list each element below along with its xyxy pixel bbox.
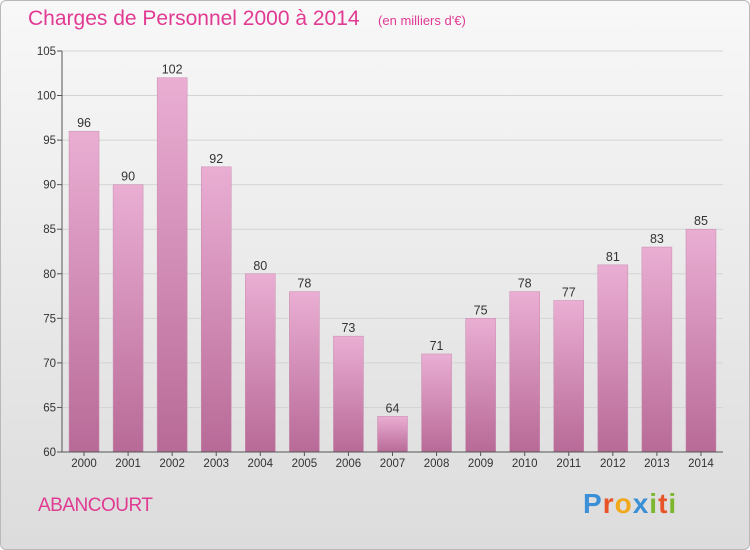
x-tick-label-2005: 2005 (292, 458, 318, 470)
x-tick-label-2003: 2003 (203, 458, 229, 470)
y-tick-label: 80 (43, 269, 56, 281)
y-tick-label: 90 (43, 180, 56, 192)
bar-2011 (553, 300, 585, 453)
x-tick-label-2007: 2007 (380, 458, 406, 470)
bar-2005 (289, 291, 320, 453)
y-tick-labels: 60 65 70 75 80 85 90 95 100 105 (37, 46, 56, 459)
bar-2004 (245, 273, 276, 453)
bar-2002 (156, 77, 188, 453)
bar-2009 (465, 318, 496, 453)
y-tick-label: 85 (43, 224, 56, 236)
bar-2014 (685, 228, 717, 453)
x-tick-label-2010: 2010 (512, 458, 538, 470)
chart-title-main: Charges de Personnel 2000 à 2014 (28, 7, 360, 30)
chart-title: Charges de Personnel 2000 à 2014 (en mil… (28, 7, 466, 31)
bar-2013 (641, 246, 673, 453)
y-tick-label: 65 (43, 402, 56, 414)
data-label-2003: 92 (209, 152, 223, 166)
data-label-2005: 78 (297, 277, 311, 291)
data-label-2014: 85 (694, 214, 708, 228)
proxiti-logo: Proxiti (583, 488, 677, 520)
data-label-2001: 90 (121, 170, 135, 184)
data-label-2010: 78 (518, 277, 532, 291)
data-label-2002: 102 (162, 63, 183, 77)
y-tick-label: 95 (43, 135, 56, 147)
data-label-2013: 83 (650, 232, 664, 246)
bar-2000 (68, 130, 100, 453)
x-tick-label-2008: 2008 (424, 458, 450, 470)
x-tick-label-2012: 2012 (600, 458, 626, 470)
x-tick-label-2001: 2001 (115, 458, 141, 470)
x-tick-label-2009: 2009 (468, 458, 494, 470)
data-label-2009: 75 (474, 303, 488, 317)
logo-letter: r (602, 488, 615, 519)
logo-letter: x (632, 488, 650, 519)
bar-2012 (597, 264, 629, 453)
x-tick-label-2006: 2006 (336, 458, 362, 470)
logo-letter: i (649, 488, 659, 519)
x-tick-label-2011: 2011 (556, 458, 581, 470)
bar-2003 (200, 166, 232, 453)
y-tick-label: 60 (43, 447, 56, 459)
y-tick-label: 75 (43, 313, 56, 325)
x-tick-label-2014: 2014 (688, 458, 714, 470)
data-label-2012: 81 (606, 250, 620, 264)
y-tick-label: 105 (37, 46, 56, 58)
data-label-2006: 73 (341, 321, 355, 335)
bar-2001 (112, 184, 144, 453)
x-tick-label-2004: 2004 (248, 458, 274, 470)
data-label-2007: 64 (386, 401, 400, 415)
x-tick-label-2002: 2002 (159, 458, 185, 470)
x-tick-label-2000: 2000 (71, 458, 97, 470)
bars (68, 77, 717, 453)
data-label-2008: 71 (430, 339, 444, 353)
data-labels: 96 90 102 92 80 78 73 64 71 75 78 77 81 83 85 (77, 63, 708, 416)
chart-subtitle: (en milliers d'€) (378, 13, 466, 28)
bar-2006 (333, 335, 364, 453)
location-label: ABANCOURT (38, 495, 153, 516)
x-tick-labels: 2000 2001 2002 2003 2004 2005 2006 2007 2008 2009… (71, 452, 714, 470)
logo-letter: i (668, 488, 678, 519)
logo-letter: P (583, 488, 603, 519)
data-label-2004: 80 (253, 259, 267, 273)
y-tick-label: 70 (43, 358, 56, 370)
x-tick-label-2013: 2013 (644, 458, 670, 470)
bar-2008 (421, 353, 452, 453)
data-label-2011: 77 (562, 286, 576, 300)
data-label-2000: 96 (77, 116, 91, 130)
logo-letter: t (658, 488, 669, 519)
bar-2007 (377, 416, 408, 453)
y-tick-label: 100 (37, 91, 56, 103)
bar-2010 (509, 291, 540, 453)
logo-letter: o (614, 488, 633, 519)
